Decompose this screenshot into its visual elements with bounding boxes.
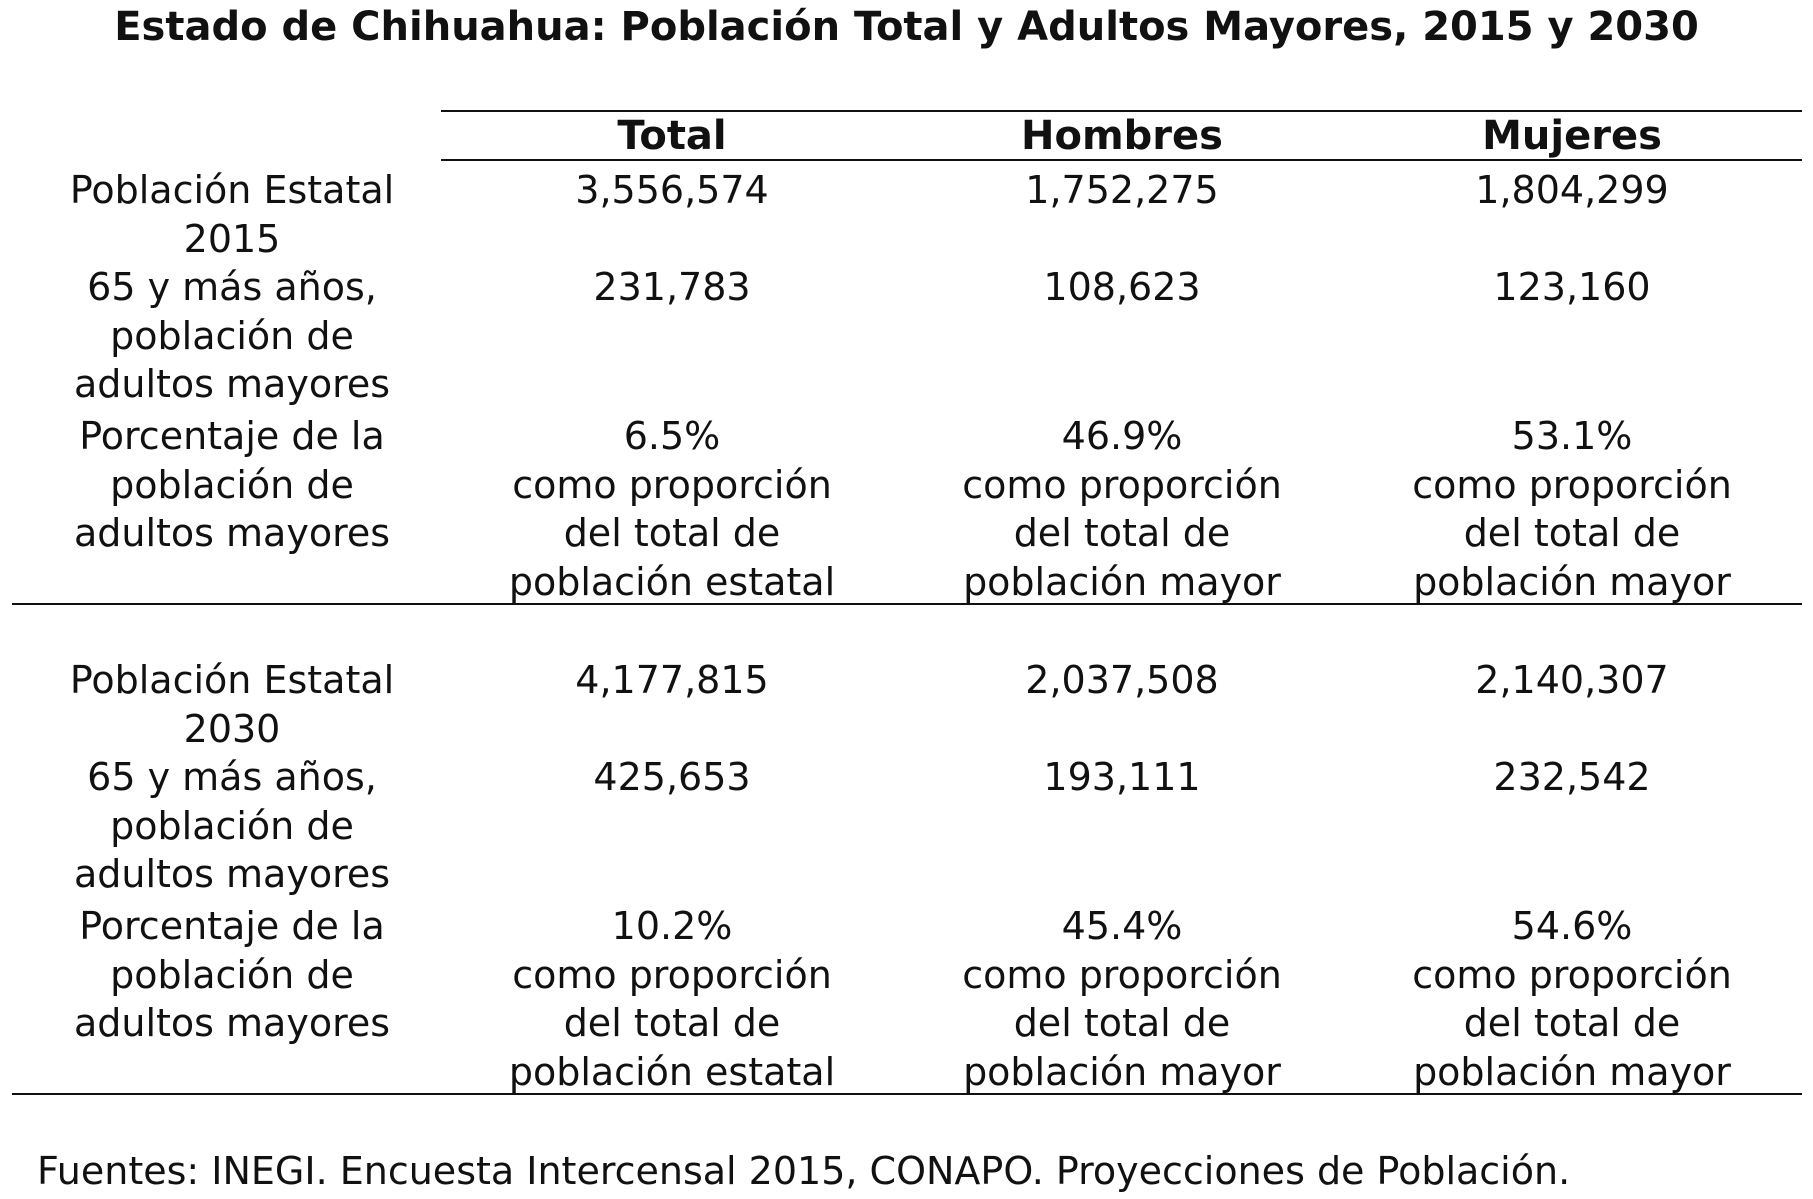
cell-poblacion-estatal-total: 3,556,574 [447,166,897,215]
cell-adultos-mayores-total-line: 231,783 [593,265,751,309]
row-label-adultos-mayores-line: adultos mayores [73,852,391,896]
cell-porcentaje-hombres-line: del total de [1013,511,1231,555]
row-label-adultos-mayores-line: población de [110,313,354,358]
cell-poblacion-estatal-total-line: 4,177,815 [575,658,769,702]
cell-porcentaje-mujeres-line: del total de [1463,511,1681,555]
cell-porcentaje-mujeres-line: población mayor [1413,1049,1731,1094]
cell-adultos-mayores-mujeres: 232,542 [1347,753,1797,802]
cell-adultos-mayores-hombres: 193,111 [897,753,1347,802]
header-top-rule [441,110,1802,112]
cell-adultos-mayores-mujeres-line: 123,160 [1493,265,1651,309]
cell-porcentaje-mujeres-line: población mayor [1413,559,1731,604]
cell-porcentaje-hombres-line: como proporción [962,952,1282,997]
cell-adultos-mayores-total-line: 425,653 [593,755,751,799]
row-label-porcentaje-line: población de [110,952,354,997]
cell-porcentaje-total-line: 6.5% [623,414,721,458]
cell-poblacion-estatal-hombres-line: 2,037,508 [1025,658,1219,702]
table-bottom-rule [12,1093,1802,1095]
row-label-porcentaje: Porcentaje de la población de adultos mayo… [12,412,452,558]
cell-porcentaje-hombres-line: del total de [1013,1001,1231,1045]
cell-porcentaje-total: 6.5% como proporción del total de población… [447,412,897,606]
column-header-mujeres: Mujeres [1482,113,1662,159]
cell-adultos-mayores-hombres-line: 193,111 [1043,755,1201,799]
cell-porcentaje-total: 10.2% como proporción del total de població… [447,902,897,1096]
cell-porcentaje-mujeres-line: 53.1% [1511,414,1633,458]
row-label-adultos-mayores: 65 y más años, población de adultos mayore… [12,263,452,409]
cell-porcentaje-hombres-line: 45.4% [1061,904,1183,948]
block-2015-bottom-rule [12,603,1802,605]
cell-porcentaje-total-line: población estatal [508,1049,836,1094]
row-label-adultos-mayores-line: población de [110,803,354,848]
row-label-adultos-mayores-line: 65 y más años, [87,265,377,309]
cell-porcentaje-hombres-line: 46.9% [1061,414,1183,458]
row-label-adultos-mayores-line: adultos mayores [73,362,391,406]
row-label-adultos-mayores: 65 y más años, población de adultos mayore… [12,753,452,899]
row-label-poblacion-estatal-line: Población Estatal [69,168,395,212]
row-label-porcentaje-line: Porcentaje de la [79,904,385,948]
row-label-adultos-mayores-line: 65 y más años, [87,755,377,799]
cell-porcentaje-total-line: población estatal [508,559,836,604]
cell-porcentaje-total-line: 10.2% [611,904,733,948]
cell-adultos-mayores-hombres-line: 108,623 [1043,265,1201,309]
header-bottom-rule [441,159,1802,161]
row-label-porcentaje-line: adultos mayores [73,1001,391,1045]
cell-porcentaje-total-line: del total de [563,1001,781,1045]
cell-porcentaje-hombres: 45.4% como proporción del total de població… [897,902,1347,1096]
cell-porcentaje-total-line: como proporción [512,462,832,507]
cell-porcentaje-total-line: del total de [563,511,781,555]
table-title: Estado de Chihuahua: Población Total y A… [114,4,1699,50]
cell-adultos-mayores-mujeres: 123,160 [1347,263,1797,312]
cell-adultos-mayores-mujeres-line: 232,542 [1493,755,1651,799]
row-label-poblacion-estatal-line: 2015 [183,216,281,261]
cell-porcentaje-total-line: como proporción [512,952,832,997]
row-label-poblacion-estatal: Población Estatal 2015 [12,166,452,263]
cell-poblacion-estatal-hombres: 1,752,275 [897,166,1347,215]
cell-poblacion-estatal-mujeres: 1,804,299 [1347,166,1797,215]
row-label-porcentaje-line: Porcentaje de la [79,414,385,458]
cell-adultos-mayores-total: 425,653 [447,753,897,802]
cell-porcentaje-hombres-line: población mayor [963,559,1281,604]
cell-porcentaje-mujeres-line: 54.6% [1511,904,1633,948]
source-note: Fuentes: INEGI. Encuesta Intercensal 201… [37,1149,1571,1193]
row-label-poblacion-estatal: Población Estatal 2030 [12,656,452,753]
cell-porcentaje-mujeres: 53.1% como proporción del total de població… [1347,412,1797,606]
cell-porcentaje-hombres-line: como proporción [962,462,1282,507]
cell-porcentaje-mujeres-line: como proporción [1412,462,1732,507]
cell-porcentaje-hombres: 46.9% como proporción del total de població… [897,412,1347,606]
cell-poblacion-estatal-total-line: 3,556,574 [575,168,769,212]
cell-porcentaje-mujeres-line: del total de [1463,1001,1681,1045]
row-label-porcentaje-line: adultos mayores [73,511,391,555]
cell-poblacion-estatal-mujeres: 2,140,307 [1347,656,1797,705]
cell-porcentaje-mujeres-line: como proporción [1412,952,1732,997]
row-label-porcentaje-line: población de [110,462,354,507]
row-label-poblacion-estatal-line: 2030 [183,706,281,751]
row-label-porcentaje: Porcentaje de la población de adultos mayo… [12,902,452,1048]
cell-poblacion-estatal-mujeres-line: 2,140,307 [1475,658,1669,702]
cell-poblacion-estatal-total: 4,177,815 [447,656,897,705]
cell-poblacion-estatal-mujeres-line: 1,804,299 [1475,168,1669,212]
cell-porcentaje-hombres-line: población mayor [963,1049,1281,1094]
cell-poblacion-estatal-hombres-line: 1,752,275 [1025,168,1219,212]
row-label-poblacion-estatal-line: Población Estatal [69,658,395,702]
column-header-hombres: Hombres [1021,113,1223,159]
cell-poblacion-estatal-hombres: 2,037,508 [897,656,1347,705]
cell-porcentaje-mujeres: 54.6% como proporción del total de població… [1347,902,1797,1096]
cell-adultos-mayores-hombres: 108,623 [897,263,1347,312]
column-header-total: Total [617,113,727,159]
cell-adultos-mayores-total: 231,783 [447,263,897,312]
